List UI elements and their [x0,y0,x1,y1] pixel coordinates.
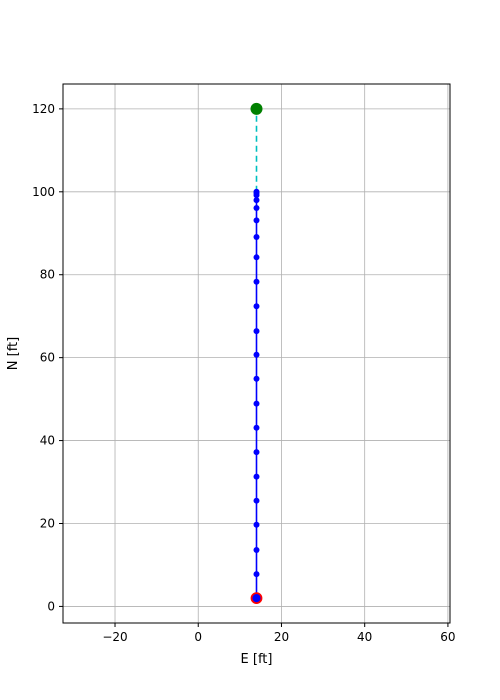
y-tick-label: 100 [32,185,55,199]
path-point [253,204,260,211]
path-point [253,233,260,240]
path-point [253,424,260,431]
start-marker [250,592,263,605]
x-tick-label: −20 [102,630,127,644]
y-tick-label: 40 [40,434,55,448]
path-point [253,400,260,407]
y-tick-label: 20 [40,516,55,530]
y-tick-label: 60 [40,351,55,365]
path-point [253,473,260,480]
path-point [253,303,260,310]
grid [63,84,450,623]
path-point [253,188,260,195]
path-point [253,278,260,285]
y-tick-label: 120 [32,102,55,116]
y-axis-label: N [ft] [6,337,21,370]
y-tick-label: 0 [47,599,55,613]
path-point [253,497,260,504]
path-point [253,217,260,224]
x-tick-label: 60 [440,630,455,644]
path-point [253,197,260,204]
path-point [253,254,260,261]
x-tick-label: 0 [194,630,202,644]
path-point [253,328,260,335]
path-point [253,547,260,554]
plot-frame [62,83,451,624]
path-point [253,449,260,456]
path-point [253,351,260,358]
ticks: −20 0 20 40 60 0 20 40 60 80 100 120 [32,102,455,644]
x-tick-label: 40 [357,630,372,644]
path-point [253,571,260,578]
x-axis-label: E [ft] [241,652,273,667]
path-point [253,521,260,528]
path-point [253,375,260,382]
goal-marker [250,102,263,115]
x-tick-label: 20 [274,630,289,644]
y-tick-label: 80 [40,268,55,282]
series-layer [250,102,263,605]
